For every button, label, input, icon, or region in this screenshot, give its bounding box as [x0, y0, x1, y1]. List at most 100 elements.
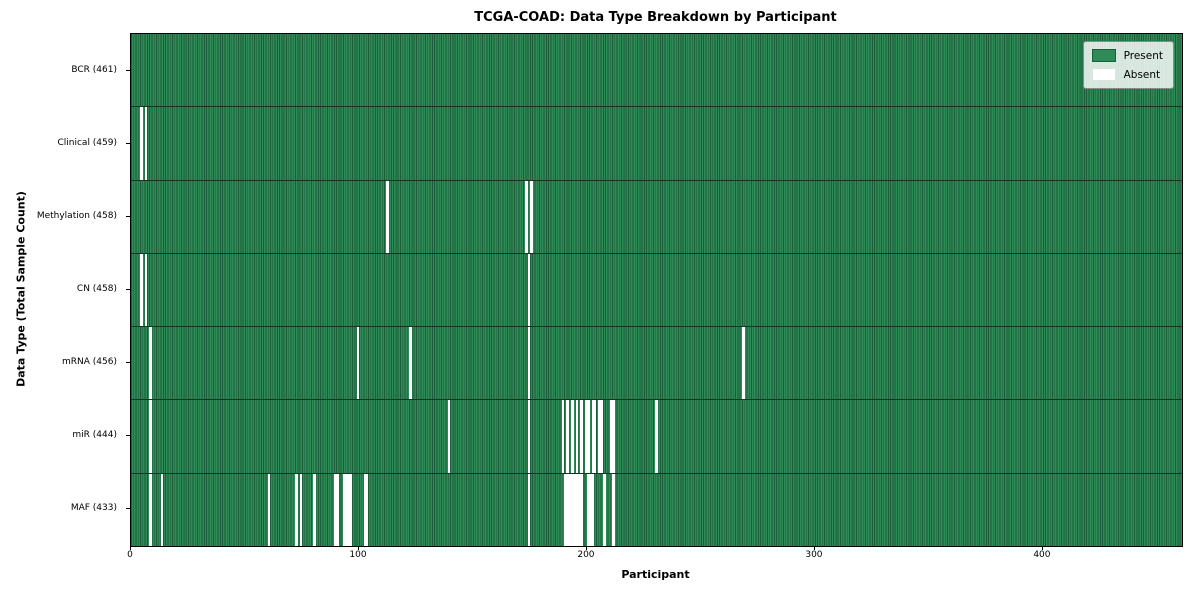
- absent-cell: [602, 473, 606, 546]
- absent-cell: [313, 473, 316, 546]
- absent-cell: [566, 473, 570, 546]
- x-tick-mark: [813, 546, 815, 550]
- legend-absent-label: Absent: [1123, 68, 1161, 81]
- absent-cell: [447, 400, 451, 473]
- absent-cell: [527, 473, 531, 546]
- absent-cell: [529, 180, 533, 253]
- x-tick-mark: [357, 546, 359, 550]
- absent-cell: [586, 400, 590, 473]
- absent-cell: [612, 473, 615, 546]
- absent-cell: [144, 107, 148, 180]
- absent-cell: [149, 327, 152, 400]
- heatmap-row-BCR: [131, 34, 1182, 108]
- absent-cell: [575, 400, 579, 473]
- absent-cell: [580, 400, 583, 473]
- heatmap-row-MAF: [131, 473, 1182, 546]
- legend-item-present: Present: [1091, 49, 1163, 62]
- y-tick-mark: [126, 69, 130, 71]
- absent-cell: [575, 473, 579, 546]
- present-swatch: [1091, 49, 1116, 62]
- y-tick-label-mRNA: mRNA (456): [62, 357, 117, 368]
- absent-cell: [568, 473, 572, 546]
- plot-area: Present Absent: [130, 33, 1183, 547]
- y-tick-label-MAF: MAF (433): [70, 503, 117, 514]
- absent-cell: [571, 473, 574, 546]
- heatmap-row-Clinical: [131, 107, 1182, 181]
- x-axis-label: Participant: [621, 568, 690, 581]
- absent-cell: [566, 400, 570, 473]
- absent-cell: [149, 473, 152, 546]
- absent-cell: [600, 400, 604, 473]
- absent-cell: [160, 473, 164, 546]
- absent-cell: [580, 473, 583, 546]
- absent-cell: [655, 400, 658, 473]
- heatmap-row-miR: [131, 400, 1182, 474]
- absent-cell: [349, 473, 353, 546]
- legend: Present Absent: [1082, 41, 1174, 89]
- y-tick-mark: [126, 215, 130, 217]
- y-tick-label-Clinical: Clinical (459): [57, 137, 117, 148]
- absent-cell: [591, 473, 595, 546]
- y-tick-mark: [126, 362, 130, 364]
- absent-cell: [571, 400, 574, 473]
- absent-cell: [573, 473, 576, 546]
- absent-cell: [140, 253, 143, 327]
- absent-cell: [365, 473, 369, 546]
- x-tick-label-200: 200: [577, 550, 595, 560]
- legend-present-label: Present: [1123, 49, 1163, 62]
- x-tick-mark: [585, 546, 587, 550]
- x-tick-label-300: 300: [805, 550, 823, 560]
- x-tick-label-400: 400: [1033, 550, 1051, 560]
- absent-cell: [527, 327, 531, 400]
- absent-cell: [356, 327, 360, 400]
- absent-cell: [267, 473, 271, 546]
- chart-title: TCGA-COAD: Data Type Breakdown by Partic…: [474, 10, 837, 25]
- absent-cell: [586, 473, 590, 546]
- y-tick-mark: [126, 142, 130, 144]
- absent-cell: [345, 473, 348, 546]
- heatmap-row-mRNA: [131, 327, 1182, 401]
- absent-cell: [363, 473, 367, 546]
- absent-cell: [741, 327, 745, 400]
- x-tick-mark: [1041, 546, 1043, 550]
- absent-cell: [149, 400, 152, 473]
- absent-cell: [343, 473, 346, 546]
- absent-cell: [591, 400, 595, 473]
- absent-cell: [333, 473, 337, 546]
- absent-cell: [525, 180, 528, 253]
- absent-cell: [386, 180, 389, 253]
- absent-cell: [527, 400, 531, 473]
- absent-cell: [140, 107, 143, 180]
- y-tick-mark: [126, 508, 130, 510]
- heatmap-row-CN: [131, 253, 1182, 328]
- absent-cell: [144, 253, 148, 327]
- absent-cell: [598, 400, 601, 473]
- absent-cell: [612, 400, 615, 473]
- heatmap-rows: [131, 34, 1182, 546]
- y-tick-label-miR: miR (444): [72, 430, 117, 441]
- absent-cell: [584, 400, 588, 473]
- absent-cell: [561, 400, 565, 473]
- absent-cell: [347, 473, 351, 546]
- absent-cell: [577, 473, 581, 546]
- x-tick-label-0: 0: [127, 550, 133, 560]
- heatmap-row-Methylation: [131, 180, 1182, 254]
- y-tick-label-Methylation: Methylation (458): [36, 210, 117, 221]
- absent-cell: [593, 400, 597, 473]
- x-tick-label-100: 100: [349, 550, 367, 560]
- absent-cell: [409, 327, 412, 400]
- absent-cell: [336, 473, 339, 546]
- absent-cell: [527, 253, 531, 327]
- y-tick-mark: [126, 289, 130, 290]
- absent-cell: [299, 473, 303, 546]
- y-tick-mark: [126, 435, 130, 437]
- legend-item-absent: Absent: [1091, 68, 1163, 81]
- absent-cell: [564, 473, 567, 546]
- absent-cell: [589, 473, 592, 546]
- absent-cell: [609, 400, 613, 473]
- y-tick-label-BCR: BCR (461): [71, 64, 117, 75]
- absent-cell: [295, 473, 298, 546]
